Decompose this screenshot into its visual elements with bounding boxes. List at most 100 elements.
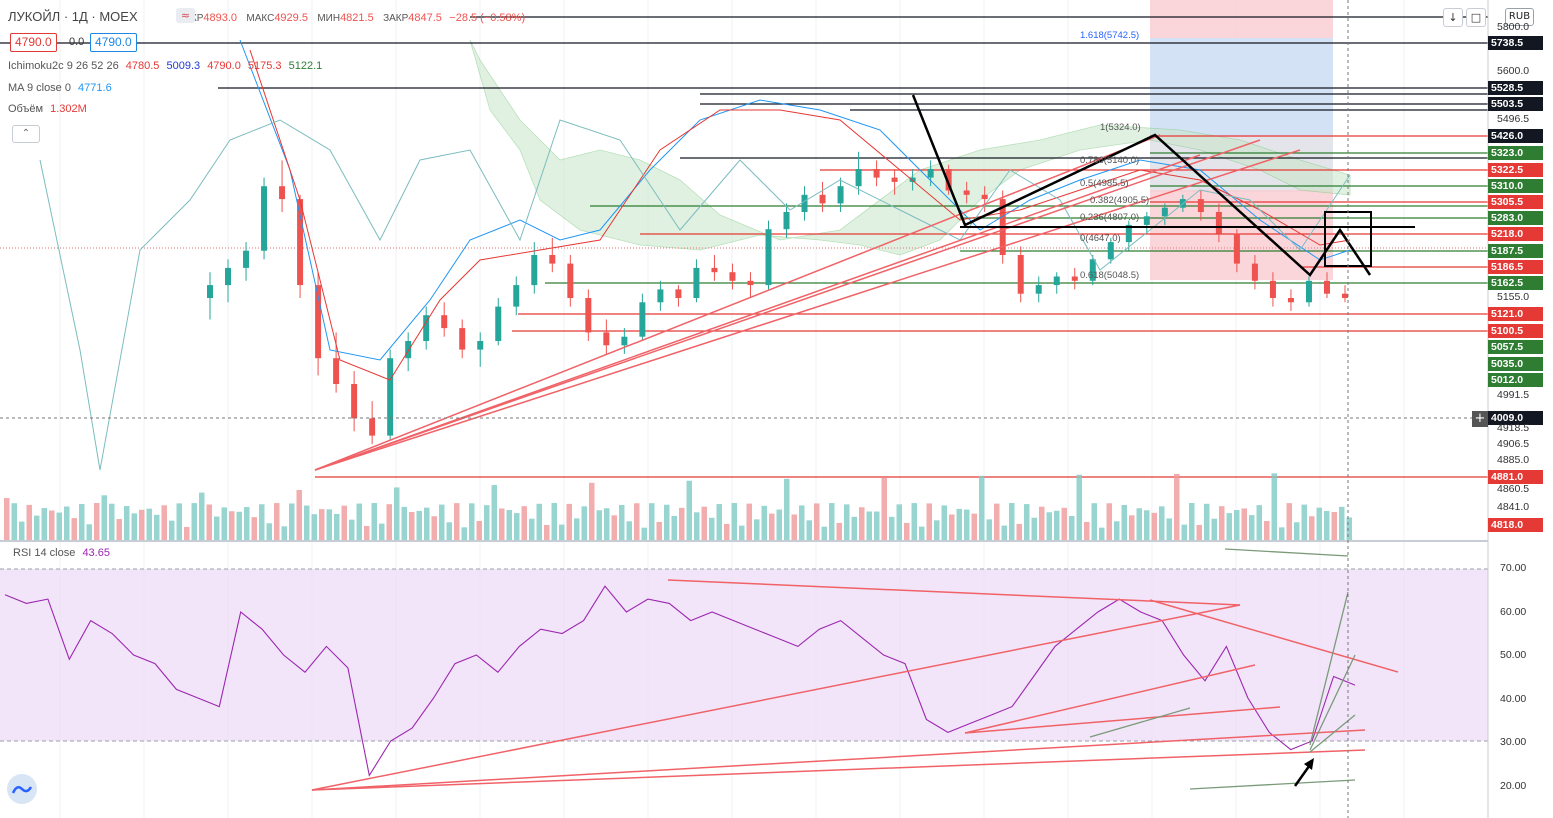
volume-bar xyxy=(409,512,415,540)
rsi-trendline-green xyxy=(1224,548,1349,557)
price-label: 4841.0 xyxy=(1497,501,1530,513)
ma-line xyxy=(239,39,1351,361)
approx-badge[interactable]: ≈ xyxy=(176,8,195,23)
price-tag: 4818.0 xyxy=(1488,518,1543,532)
candle-body xyxy=(549,255,556,264)
volume-bar xyxy=(184,526,190,540)
volume-bar xyxy=(859,507,865,540)
candle-body xyxy=(1125,224,1132,243)
plus-icon[interactable]: + xyxy=(1472,411,1488,427)
volume-bar xyxy=(1106,503,1112,540)
volume-bar xyxy=(1099,527,1105,540)
candle-body xyxy=(1305,280,1312,303)
volume-bar xyxy=(131,513,137,540)
volume-bar xyxy=(581,506,587,540)
volume-bar xyxy=(1249,515,1255,540)
volume-bar xyxy=(1211,518,1217,540)
currency-selector[interactable]: RUB xyxy=(1505,8,1534,26)
volume-bar xyxy=(1144,510,1150,540)
volume-bar xyxy=(476,520,482,540)
volume-bar xyxy=(94,503,100,540)
arrow-down-icon[interactable]: ↓ xyxy=(1443,8,1463,27)
volume-bar xyxy=(1256,505,1262,540)
volume-bar xyxy=(304,505,310,540)
volume-histogram xyxy=(4,473,1352,540)
volume-bar xyxy=(146,508,152,540)
price-tag: 5100.5 xyxy=(1488,324,1543,338)
candle-body xyxy=(477,341,484,350)
chevron-up-icon[interactable]: ⌃ xyxy=(12,125,40,143)
volume-bar xyxy=(176,503,182,540)
price-tag: 5012.0 xyxy=(1488,373,1543,387)
volume-value: 1.302M xyxy=(50,103,87,115)
volume-bar xyxy=(1226,513,1232,540)
volume-bar xyxy=(574,518,580,540)
trendline-red xyxy=(314,149,1301,471)
ask-box[interactable]: 4790.0 xyxy=(90,33,137,52)
candle-body xyxy=(747,280,754,286)
price-tag: 4009.0 xyxy=(1488,411,1543,425)
tradingview-logo-icon[interactable] xyxy=(7,774,37,804)
rsi-axis-label: 40.00 xyxy=(1500,692,1527,705)
candle-body xyxy=(351,384,358,419)
volume-legend[interactable]: Объём 1.302M xyxy=(8,103,87,115)
price-label: 4906.5 xyxy=(1497,438,1530,450)
ohlc-close: 4847.5 xyxy=(408,12,442,24)
ichimoku-name: Ichimoku2c 9 26 52 26 xyxy=(8,60,119,72)
trendline-red xyxy=(314,139,1261,471)
volume-bar xyxy=(649,503,655,540)
fib-label: 0.786(5140.0) xyxy=(1080,155,1140,166)
ichimoku-cloud xyxy=(469,39,1351,256)
candle-body xyxy=(567,263,574,298)
candle-body xyxy=(1161,207,1168,217)
candle-body xyxy=(459,328,466,350)
rsi-legend[interactable]: RSI 14 close 43.65 xyxy=(13,547,110,559)
volume-bar xyxy=(559,524,565,540)
rsi-axis-label: 20.00 xyxy=(1500,779,1527,792)
ma-legend[interactable]: MA 9 close 0 4771.6 xyxy=(8,82,112,94)
volume-bar xyxy=(1271,473,1277,540)
rsi-name: RSI 14 close xyxy=(13,547,76,559)
candle-body xyxy=(765,229,772,286)
volume-bar xyxy=(836,522,842,540)
volume-bar xyxy=(506,510,512,540)
fib-label: 1.618(5742.5) xyxy=(1080,30,1140,41)
fib-zone-blue xyxy=(1150,38,1333,136)
fib-label: 0.618(5048.5) xyxy=(1080,270,1140,281)
candle-body xyxy=(495,306,502,341)
volume-bar xyxy=(754,519,760,540)
symbol-title[interactable]: ЛУКОЙЛ · 1Д · MOEX xyxy=(8,9,138,24)
volume-bar xyxy=(664,504,670,540)
rsi-band xyxy=(0,569,1488,741)
ohlc-close-key: ЗАКР xyxy=(383,13,409,24)
volume-bar xyxy=(889,516,895,540)
volume-bar xyxy=(761,505,767,540)
volume-bar xyxy=(784,478,790,540)
volume-bar xyxy=(769,513,775,540)
ichimoku-legend[interactable]: Ichimoku2c 9 26 52 26 4780.5 5009.3 4790… xyxy=(8,60,322,72)
volume-bar xyxy=(244,507,250,540)
volume-bar xyxy=(341,505,347,540)
volume-bar xyxy=(1264,520,1270,540)
volume-bar xyxy=(446,522,452,540)
volume-bar xyxy=(1166,518,1172,540)
rsi-trendline-green xyxy=(1189,779,1356,790)
rsi-axis-label: 70.00 xyxy=(1500,562,1527,574)
fib-label: 0.5(4985.5) xyxy=(1080,178,1129,189)
volume-bar xyxy=(829,503,835,540)
volume-bar xyxy=(41,508,47,540)
volume-bar xyxy=(1001,525,1007,540)
volume-bar xyxy=(866,511,872,540)
volume-bar xyxy=(56,512,62,540)
bid-box[interactable]: 4790.0 xyxy=(10,33,57,52)
rsi-trendline-green xyxy=(1309,654,1356,751)
volume-bar xyxy=(1136,508,1142,540)
rsi-value: 43.65 xyxy=(82,547,110,559)
candle-body xyxy=(945,169,952,191)
price-label: 5496.5 xyxy=(1497,113,1530,125)
restore-icon[interactable]: □ xyxy=(1466,8,1486,27)
volume-bar xyxy=(1189,503,1195,540)
price-tag: 5503.5 xyxy=(1488,97,1543,111)
candle-body xyxy=(1323,280,1330,294)
